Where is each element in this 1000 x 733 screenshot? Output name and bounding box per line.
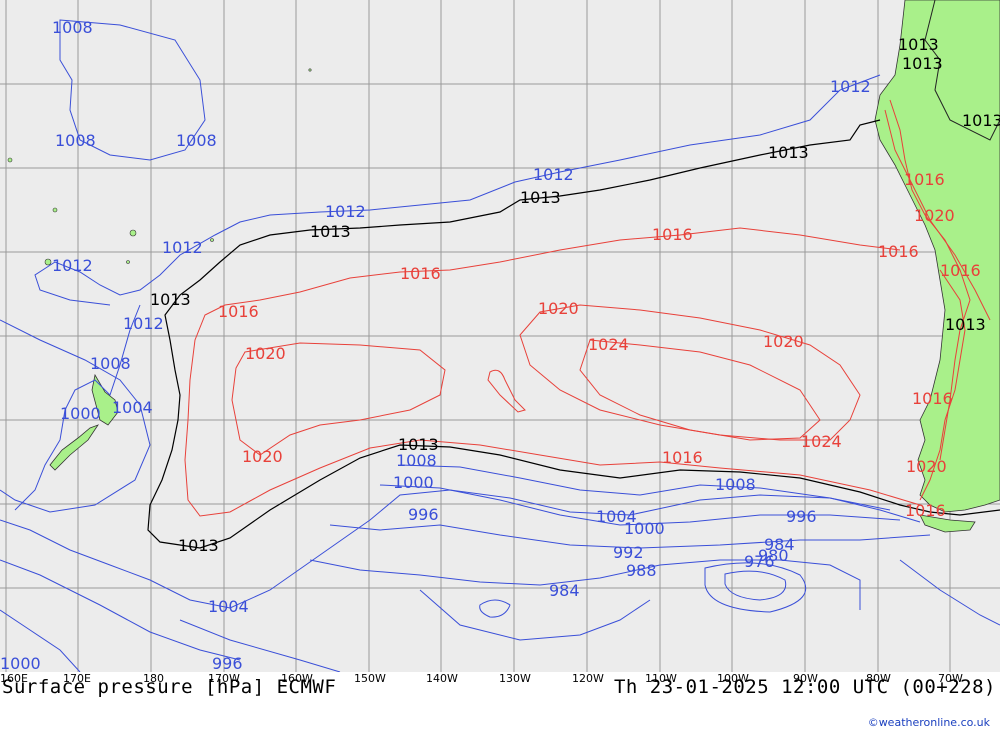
label-1008-e: 1008 bbox=[396, 451, 437, 470]
label-1016-h: 1016 bbox=[662, 448, 703, 467]
valid-time: Th 23-01-2025 12:00 UTC (00+228) bbox=[613, 676, 996, 698]
label-1008-a: 1008 bbox=[52, 18, 93, 37]
tick-170e: 170E bbox=[63, 672, 91, 685]
label-1016-i: 1016 bbox=[905, 501, 946, 520]
label-1012-f: 1012 bbox=[123, 314, 164, 333]
label-1020-f: 1020 bbox=[906, 457, 947, 476]
label-1020-c: 1020 bbox=[245, 344, 286, 363]
label-980: 980 bbox=[758, 546, 789, 565]
label-984-b: 984 bbox=[764, 535, 795, 554]
label-1012-c: 1012 bbox=[325, 202, 366, 221]
tick-180: 180 bbox=[143, 672, 164, 685]
tick-110w: 110W bbox=[645, 672, 677, 685]
south-america-land bbox=[874, 0, 1000, 513]
new-zealand-south bbox=[49, 424, 100, 471]
tick-170w: 170W bbox=[208, 672, 240, 685]
label-1004-a: 1004 bbox=[112, 398, 153, 417]
label-1000-c: 1000 bbox=[624, 519, 665, 538]
label-996-c: 996 bbox=[212, 654, 243, 672]
label-1020-b: 1020 bbox=[538, 299, 579, 318]
label-1013-h: 1013 bbox=[945, 315, 986, 334]
tick-140w: 140W bbox=[426, 672, 458, 685]
andes-contours bbox=[889, 99, 971, 461]
label-1016-e: 1016 bbox=[904, 170, 945, 189]
label-1000-b: 1000 bbox=[393, 473, 434, 492]
label-1013-b: 1013 bbox=[902, 54, 943, 73]
label-1024-b: 1024 bbox=[801, 432, 842, 451]
label-1016-g: 1016 bbox=[912, 389, 953, 408]
label-996-b: 996 bbox=[786, 507, 817, 526]
label-1020-e: 1020 bbox=[242, 447, 283, 466]
label-984-a: 984 bbox=[549, 581, 580, 600]
label-1013-e: 1013 bbox=[520, 188, 561, 207]
isobar-labels-blue: 1008 1008 1008 1012 1012 1012 1012 1012 … bbox=[0, 18, 871, 672]
tierra-del-fuego bbox=[919, 514, 976, 533]
label-1016-b: 1016 bbox=[878, 242, 919, 261]
label-1004-b: 1004 bbox=[596, 507, 637, 526]
longitude-axis: 160E 170E 180 170W 160W 150W 140W 130W 1… bbox=[0, 672, 963, 685]
label-1013-f: 1013 bbox=[310, 222, 351, 241]
label-1013-a: 1013 bbox=[898, 35, 939, 54]
coast-detail bbox=[924, 0, 1000, 141]
isobars-1013 bbox=[147, 119, 1000, 549]
label-1008-b: 1008 bbox=[55, 131, 96, 150]
label-996-a: 996 bbox=[408, 505, 439, 524]
isobar-labels-red: 1016 1016 1016 1016 1016 1016 1016 1016 … bbox=[218, 170, 981, 520]
label-1000-a: 1000 bbox=[60, 404, 101, 423]
tick-100w: 100W bbox=[717, 672, 749, 685]
label-1016-a: 1016 bbox=[652, 225, 693, 244]
tick-150w: 150W bbox=[354, 672, 386, 685]
label-1020-d: 1020 bbox=[763, 332, 804, 351]
andes-contours-2 bbox=[884, 109, 991, 321]
label-992: 992 bbox=[613, 543, 644, 562]
label-1012-d: 1012 bbox=[162, 238, 203, 257]
tick-90w: 90W bbox=[793, 672, 818, 685]
isobar-labels-black: 1013 1013 1013 1013 1013 1013 1013 1013 … bbox=[150, 35, 1000, 555]
label-1004-c: 1004 bbox=[208, 597, 249, 616]
label-1012-a: 1012 bbox=[830, 77, 871, 96]
tick-120w: 120W bbox=[572, 672, 604, 685]
label-988: 988 bbox=[626, 561, 657, 580]
label-1008-c: 1008 bbox=[176, 131, 217, 150]
label-1013-c: 1013 bbox=[962, 111, 1000, 130]
label-1012-b: 1012 bbox=[533, 165, 574, 184]
tick-130w: 130W bbox=[499, 672, 531, 685]
tick-70w: 70W bbox=[938, 672, 963, 685]
tick-160e: 160E bbox=[0, 672, 28, 685]
tick-80w: 80W bbox=[866, 672, 891, 685]
isobars-high bbox=[184, 227, 966, 517]
label-1013-j: 1013 bbox=[178, 536, 219, 555]
label-1020-a: 1020 bbox=[914, 206, 955, 225]
label-1016-c: 1016 bbox=[400, 264, 441, 283]
tick-160w: 160W bbox=[281, 672, 313, 685]
label-1016-f: 1016 bbox=[940, 261, 981, 280]
new-zealand-north bbox=[91, 373, 119, 426]
label-1013-g: 1013 bbox=[150, 290, 191, 309]
credit-link[interactable]: ©weatheronline.co.uk bbox=[867, 716, 990, 729]
label-1024-a: 1024 bbox=[588, 335, 629, 354]
map-title: Surface pressure [hPa] ECMWF bbox=[2, 676, 337, 698]
label-1008-d: 1008 bbox=[90, 354, 131, 373]
label-1000-d: 1000 bbox=[0, 654, 41, 672]
pacific-islands bbox=[7, 68, 312, 266]
label-976: 976 bbox=[744, 552, 775, 571]
label-1016-d: 1016 bbox=[218, 302, 259, 321]
label-1012-e: 1012 bbox=[52, 256, 93, 275]
label-1008-f: 1008 bbox=[715, 475, 756, 494]
label-1013-i: 1013 bbox=[398, 435, 439, 454]
label-1013-d: 1013 bbox=[768, 143, 809, 162]
pressure-map: 1008 1008 1008 1012 1012 1012 1012 1012 … bbox=[0, 0, 1000, 672]
isobars-low bbox=[0, 19, 1000, 672]
